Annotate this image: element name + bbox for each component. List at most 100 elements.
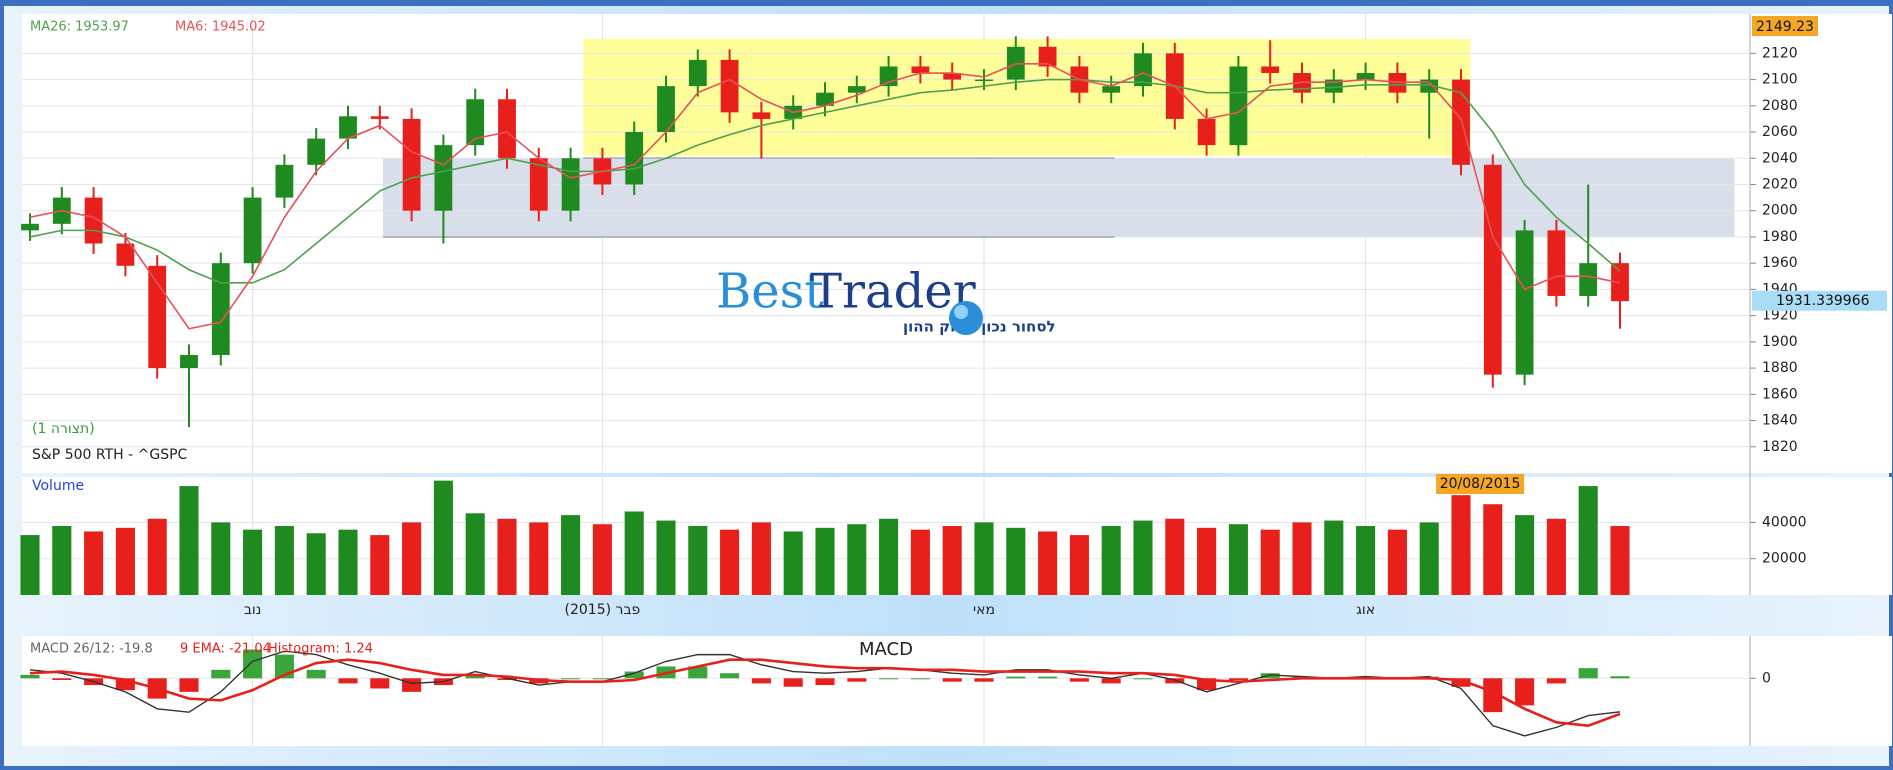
- y-tick-label: 2100: [1762, 72, 1798, 88]
- histogram-bar: [624, 671, 644, 679]
- y-tick-label: 2120: [1762, 45, 1798, 61]
- histogram-bar: [243, 649, 263, 679]
- y-tick-label: 1900: [1762, 334, 1798, 350]
- histogram-bar: [179, 678, 199, 692]
- candle-body: [1515, 230, 1534, 375]
- histogram-bar: [1038, 676, 1058, 679]
- zone: [583, 38, 1471, 156]
- candle-body: [911, 66, 930, 74]
- histogram-bar: [1483, 678, 1503, 713]
- volume-bar: [688, 526, 708, 595]
- histogram-bar: [402, 678, 422, 692]
- y-tick-label: 0: [1762, 670, 1771, 686]
- volume-bar: [783, 531, 803, 595]
- histogram-bar: [815, 678, 835, 686]
- histogram-bar: [1451, 678, 1471, 687]
- histogram-bar: [1133, 678, 1153, 680]
- panel-title: MACD: [859, 639, 913, 660]
- y-tick-label: 1920: [1762, 308, 1798, 324]
- volume-bar: [1451, 495, 1471, 595]
- histogram-bar: [370, 678, 390, 689]
- volume-bar: [1133, 520, 1153, 595]
- candle-body: [243, 197, 262, 264]
- y-tick-label: 2060: [1762, 124, 1798, 140]
- volume-bar: [1006, 527, 1026, 595]
- volume-bar: [147, 518, 167, 595]
- volume-bar: [84, 531, 104, 595]
- candle-body: [1197, 118, 1216, 146]
- y-tick-label: 40000: [1762, 514, 1807, 530]
- volume-bar: [1356, 526, 1376, 595]
- legend-entry: 9 EMA: -21.04: [180, 642, 271, 657]
- volume-bar: [211, 522, 231, 595]
- volume-bar: [561, 515, 581, 595]
- volume-bar: [115, 527, 135, 595]
- histogram-bar: [1260, 673, 1280, 679]
- volume-bar: [433, 480, 453, 595]
- volume-bar: [720, 529, 740, 595]
- volume-bar: [243, 529, 263, 595]
- candle-body: [1038, 46, 1057, 67]
- legend-entry: MACD 26/12: -19.8: [30, 642, 153, 657]
- volume-bar: [497, 518, 517, 595]
- histogram-bar: [338, 678, 358, 684]
- candle-body: [975, 79, 993, 82]
- histogram-bar: [847, 678, 867, 682]
- histogram-bar: [52, 678, 72, 680]
- volume-bar: [1419, 522, 1439, 595]
- volume-bar: [52, 526, 72, 595]
- last-price-box: [1752, 290, 1887, 311]
- y-tick-label: 1840: [1762, 413, 1798, 429]
- legend-entry: MA6: 1945.02: [175, 20, 266, 35]
- legend-entry: MA26: 1953.97: [30, 20, 129, 35]
- x-tick-label: נוב: [244, 602, 262, 618]
- volume-bar: [179, 486, 199, 595]
- moving-average: [29, 63, 1621, 330]
- candle-body: [720, 59, 739, 113]
- y-tick-label: 1860: [1762, 386, 1798, 402]
- candle-body: [339, 116, 357, 139]
- candle-body: [816, 92, 834, 106]
- histogram-bar: [115, 678, 135, 691]
- y-tick-label: 1960: [1762, 255, 1798, 271]
- zone: [382, 158, 1735, 237]
- candle-body: [529, 158, 548, 211]
- volume-bar: [1610, 526, 1630, 595]
- volume-bar: [910, 529, 930, 595]
- volume-bar: [402, 522, 422, 595]
- volume-bar: [1292, 522, 1312, 595]
- legend-entry: Histogram: 1.24: [268, 642, 373, 657]
- histogram-bar: [1197, 678, 1217, 691]
- candle-body: [21, 223, 39, 231]
- candle-body: [752, 112, 771, 119]
- histogram-bar: [497, 678, 517, 680]
- panel-title: Volume: [32, 478, 84, 494]
- last-price-label: 1931.339966: [1776, 293, 1870, 309]
- plot: נוב פבר (2015) מאי אוג 1820 1840 1860 1880 1900 1…: [20, 14, 1887, 746]
- volume-bar: [465, 513, 485, 595]
- volume-bar: [1483, 504, 1503, 595]
- candle-body: [1356, 73, 1375, 80]
- chart-title: S&P 500 RTH - ^GSPC: [32, 447, 188, 463]
- volume-bar: [592, 524, 612, 595]
- volume-bar: [20, 535, 40, 595]
- y-tick-label: 2000: [1762, 203, 1798, 219]
- x-tick-label: פבר (2015): [565, 602, 641, 618]
- x-tick-label: אוג: [1356, 602, 1375, 618]
- logo-text: Best: [716, 264, 824, 320]
- candle-body: [275, 164, 294, 198]
- volume-bar: [1546, 518, 1566, 595]
- volume-bar: [274, 526, 294, 595]
- volume-bar: [1387, 529, 1407, 595]
- candle-body: [1452, 79, 1470, 165]
- histogram-bar: [974, 678, 994, 682]
- volume-bar: [879, 518, 899, 595]
- candle-body: [561, 158, 580, 211]
- candle-body: [466, 99, 485, 146]
- volume-bar: [624, 511, 644, 595]
- macd-line: [29, 658, 1621, 728]
- candle-body: [657, 86, 675, 133]
- histogram-bar: [688, 666, 708, 679]
- logo-globe: [949, 301, 983, 335]
